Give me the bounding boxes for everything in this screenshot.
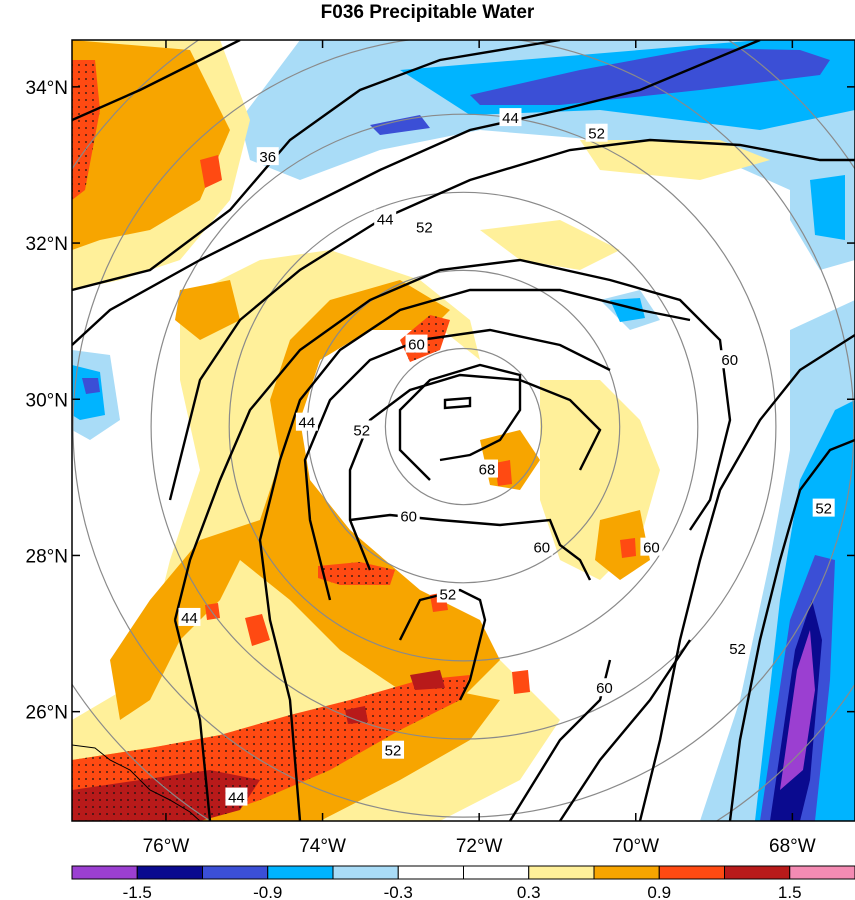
lat-tick-label: 34°N	[26, 78, 68, 99]
colorbar-swatch	[136, 865, 203, 880]
range-ring-3	[228, 191, 699, 662]
contour-label-bg	[295, 412, 318, 431]
colorbar-swatch	[267, 865, 334, 880]
contour-label-bg	[475, 459, 498, 478]
range-ring-1	[384, 347, 543, 506]
contour-label-bg	[718, 350, 741, 369]
contour-label-bg	[726, 639, 749, 658]
contour-label: 52	[416, 219, 433, 236]
contour-label: 52	[729, 641, 746, 658]
lon-tick-label: 74°W	[299, 836, 346, 857]
colorbar-label: 0.9	[647, 883, 671, 900]
contour-label: 60	[400, 508, 417, 525]
colorbar-swatch	[397, 865, 464, 880]
colorbar: -1.5 -0.9 -0.3 0.3 0.9 1.5	[71, 865, 855, 900]
colorbar-swatch	[789, 865, 855, 880]
contour-label: 52	[588, 126, 605, 143]
latitude-axis: 34°N 32°N 30°N 28°N 26°N	[26, 78, 855, 724]
lat-tick-label: 26°N	[26, 703, 68, 724]
lat-tick-label: 32°N	[26, 234, 68, 255]
range-ring-4	[150, 113, 777, 740]
contour-label: 60	[721, 352, 738, 369]
colorbar-swatch	[724, 865, 791, 880]
colorbar-swatch	[528, 865, 595, 880]
contour-label-bg	[413, 217, 436, 236]
contour-label: 52	[439, 587, 456, 604]
contour-label: 44	[228, 790, 245, 807]
contour-lines	[72, 40, 855, 821]
lon-tick-label: 70°W	[612, 836, 659, 857]
lat-tick-label: 28°N	[26, 546, 68, 567]
longitude-axis: 76°W 74°W 72°W 70°W 68°W	[143, 40, 816, 857]
colorbar-label: -0.3	[384, 883, 413, 900]
contour-label-bg	[225, 787, 248, 806]
contour-label: 68	[479, 462, 496, 479]
contour-label: 44	[502, 110, 519, 127]
contour-label-bg	[593, 678, 616, 697]
contour-label-bg	[405, 334, 428, 353]
contour-label: 60	[408, 337, 425, 354]
range-ring-5	[72, 40, 855, 818]
contour-label-bg	[397, 506, 420, 525]
lon-tick-label: 76°W	[143, 836, 190, 857]
anomaly-shading	[72, 40, 855, 821]
colorbar-swatch	[593, 865, 660, 880]
contour-label: 60	[533, 540, 550, 557]
contour-label-bg	[382, 740, 405, 759]
contour-label-bg	[530, 537, 553, 556]
lat-tick-label: 30°N	[26, 390, 68, 411]
colorbar-swatch	[332, 865, 399, 880]
map-title: F036 Precipitable Water	[320, 2, 535, 23]
contour-label-bg	[812, 498, 835, 517]
contour-label: 44	[181, 610, 198, 627]
lon-tick-label: 72°W	[456, 836, 503, 857]
contour-label: 52	[353, 423, 370, 440]
contour-label: 44	[377, 212, 394, 229]
colorbar-label: 1.5	[778, 883, 802, 900]
contour-label: 44	[299, 415, 316, 432]
lon-tick-label: 68°W	[769, 836, 816, 857]
colorbar-label: -0.9	[253, 883, 282, 900]
colorbar-label: -1.5	[123, 883, 152, 900]
colorbar-swatch	[658, 865, 725, 880]
contour-label: 60	[643, 540, 660, 557]
contour-label-bg	[256, 147, 279, 166]
colorbar-swatch	[71, 865, 138, 880]
contour-label-bg	[499, 108, 522, 127]
contour-label-bg	[585, 123, 608, 142]
contour-label-bg	[374, 209, 397, 228]
map-frame	[71, 39, 855, 822]
contour-labels: 36 44 52 44 52 60 60 44 52 68 60 60 60 52 52 44 52 60 52 44	[178, 108, 835, 807]
colorbar-swatch	[463, 865, 530, 880]
contour-label: 52	[385, 743, 402, 760]
contour-label: 52	[815, 501, 832, 518]
contour-label: 60	[596, 680, 613, 697]
contour-label-bg	[436, 584, 459, 603]
contour-label-bg	[178, 607, 201, 626]
colorbar-label: 0.3	[517, 883, 541, 900]
contour-label-bg	[640, 537, 663, 556]
contour-label: 36	[259, 149, 276, 166]
colorbar-swatch	[202, 865, 269, 880]
contour-label-bg	[350, 420, 373, 439]
